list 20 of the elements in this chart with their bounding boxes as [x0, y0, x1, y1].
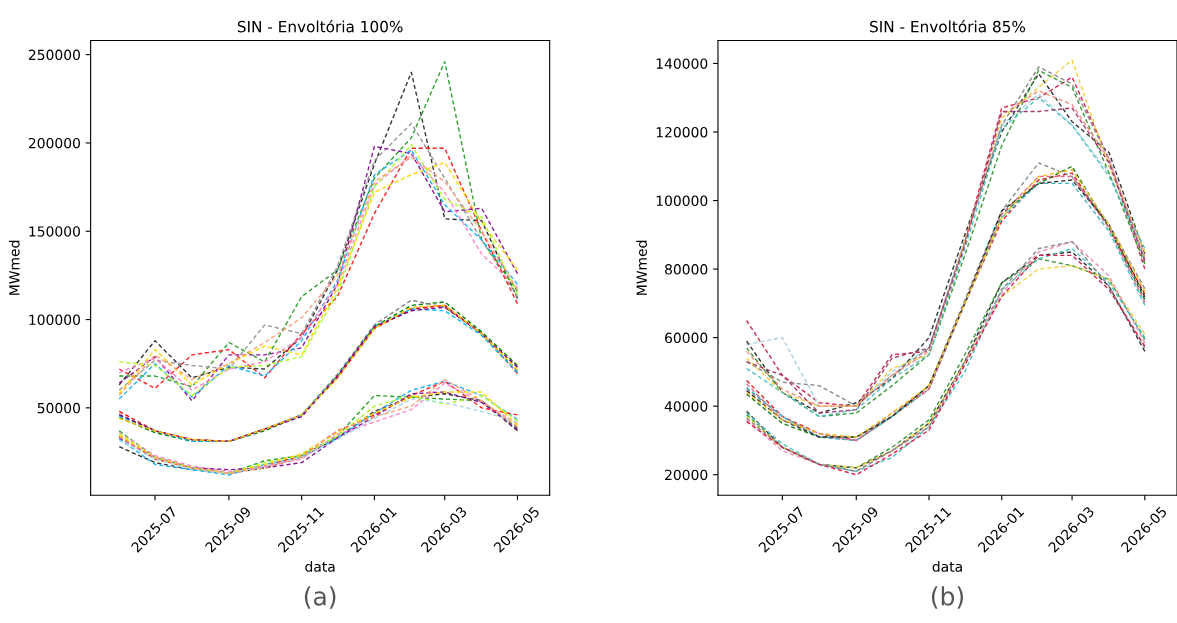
- y-tick-label: 100000: [656, 195, 708, 207]
- text: (b): [931, 586, 964, 609]
- y-tick-label: 20000: [665, 469, 708, 481]
- y-tick-label: 80000: [665, 264, 708, 275]
- y-axis-title: MWmed: [636, 240, 647, 295]
- y-tick-label: 120000: [656, 126, 708, 138]
- y-tick-label: 140000: [656, 58, 708, 69]
- y-tick-label: 200000: [28, 137, 80, 149]
- x-axis-title: data: [305, 561, 335, 572]
- x-axis-title: data: [932, 561, 962, 572]
- y-tick-label: 40000: [664, 401, 708, 412]
- y-tick-label: 250000: [28, 49, 80, 61]
- y-tick-label: 100000: [29, 314, 80, 326]
- y-tick-label: 150000: [29, 226, 80, 237]
- y-tick-label: 60000: [665, 332, 708, 344]
- chart-title: SIN - Envoltória 85%: [870, 19, 1026, 33]
- chart-title: SIN - Envoltória 100%: [237, 19, 403, 33]
- text: (a): [304, 586, 336, 609]
- y-tick-label: 50000: [37, 402, 80, 414]
- y-axis-title: MWmed: [8, 240, 20, 295]
